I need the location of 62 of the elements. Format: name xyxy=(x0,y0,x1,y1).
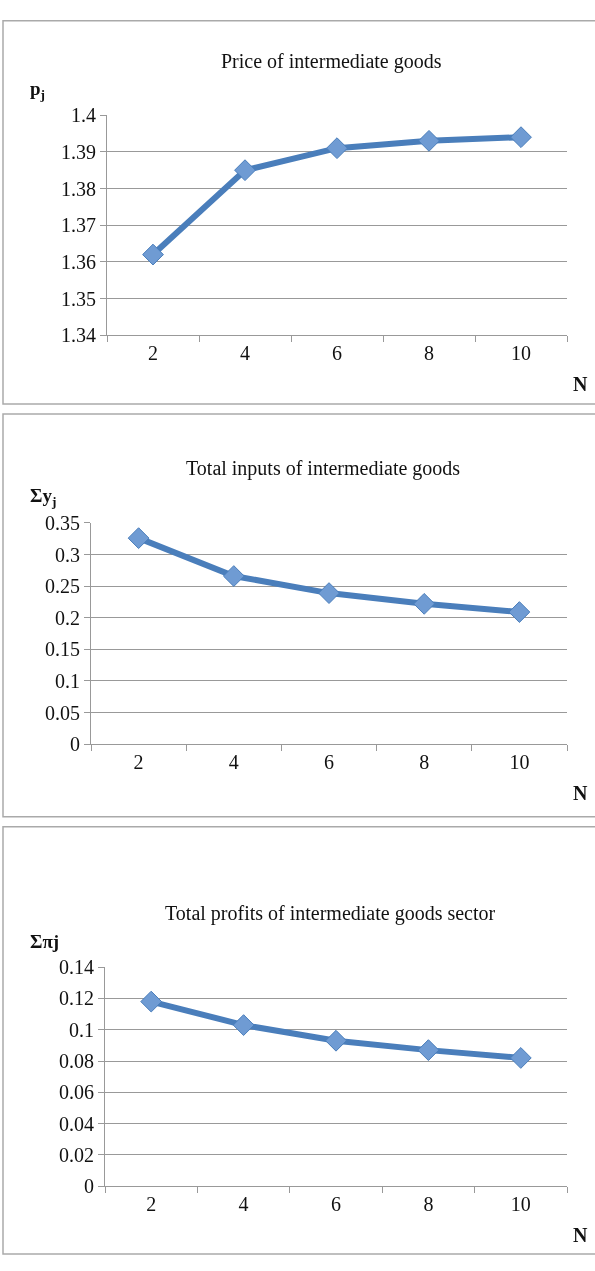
x-tick-label: 6 xyxy=(324,751,334,774)
point xyxy=(417,1039,440,1062)
x-tick-label: 4 xyxy=(228,751,239,774)
x-axis-title: N xyxy=(573,782,588,804)
y-tick-label: 1.39 xyxy=(61,140,96,163)
y-tick-label: 0 xyxy=(70,733,80,756)
x-tick-label: 6 xyxy=(332,342,342,365)
y-tick-label: 0.1 xyxy=(55,669,80,692)
y-axis-title: Σy$_{j}$ xyxy=(30,485,57,509)
point xyxy=(142,243,164,266)
x-tick-label: 4 xyxy=(240,342,250,365)
point xyxy=(140,990,163,1013)
y-axis-title: p$_{j}$ xyxy=(30,78,46,102)
point xyxy=(127,527,150,550)
point xyxy=(318,582,340,604)
x-axis-title: N xyxy=(573,373,588,395)
point xyxy=(232,1014,255,1036)
x-tick-label: 2 xyxy=(133,751,144,774)
y-tick-label: 0.15 xyxy=(45,638,80,661)
point xyxy=(508,601,531,623)
y-tick-label: 0.25 xyxy=(45,575,80,598)
x-tick-label: 8 xyxy=(423,1193,434,1216)
x-axis-title: N xyxy=(573,1224,588,1246)
y-tick-label: 0.14 xyxy=(59,956,94,979)
chart-title: Total inputs of intermediate goods xyxy=(186,457,461,480)
y-tick-label: 0 xyxy=(84,1175,94,1198)
y-axis-title: Σπj xyxy=(30,931,60,952)
y-tick-label: 0.12 xyxy=(59,987,94,1010)
y-tick-label: 0.06 xyxy=(59,1081,94,1104)
point xyxy=(222,565,245,587)
y-tick-label: 1.37 xyxy=(61,214,96,237)
x-tick-label: 10 xyxy=(509,751,530,774)
point xyxy=(510,126,532,149)
x-tick-label: 8 xyxy=(424,342,434,365)
x-tick-label: 10 xyxy=(511,342,531,365)
point xyxy=(509,1047,532,1069)
y-tick-label: 0.35 xyxy=(45,511,80,534)
y-tick-label: 0.08 xyxy=(59,1050,94,1073)
point xyxy=(418,129,440,152)
point xyxy=(234,159,256,182)
x-tick-label: 2 xyxy=(148,342,158,365)
chart-title: Total profits of intermediate goods sector xyxy=(165,902,496,925)
x-tick-label: 2 xyxy=(146,1193,157,1216)
y-tick-label: 0.1 xyxy=(69,1018,94,1041)
point xyxy=(326,137,348,160)
x-tick-label: 4 xyxy=(238,1193,249,1216)
y-tick-label: 0.05 xyxy=(45,701,80,724)
x-tick-label: 8 xyxy=(419,751,430,774)
y-tick-label: 0.2 xyxy=(55,606,80,629)
y-tick-label: 1.4 xyxy=(71,104,96,127)
y-tick-label: 0.02 xyxy=(59,1143,94,1166)
y-tick-label: 0.3 xyxy=(55,543,80,566)
x-tick-label: 6 xyxy=(331,1193,341,1216)
y-tick-label: 0.04 xyxy=(59,1112,94,1135)
x-tick-label: 10 xyxy=(510,1193,531,1216)
y-tick-label: 1.34 xyxy=(61,324,96,347)
point xyxy=(325,1029,347,1052)
point xyxy=(413,592,436,615)
chart-title: Price of intermediate goods xyxy=(221,50,442,73)
y-tick-label: 1.38 xyxy=(61,177,96,200)
y-tick-label: 1.35 xyxy=(61,287,96,310)
y-tick-label: 1.36 xyxy=(61,250,96,273)
